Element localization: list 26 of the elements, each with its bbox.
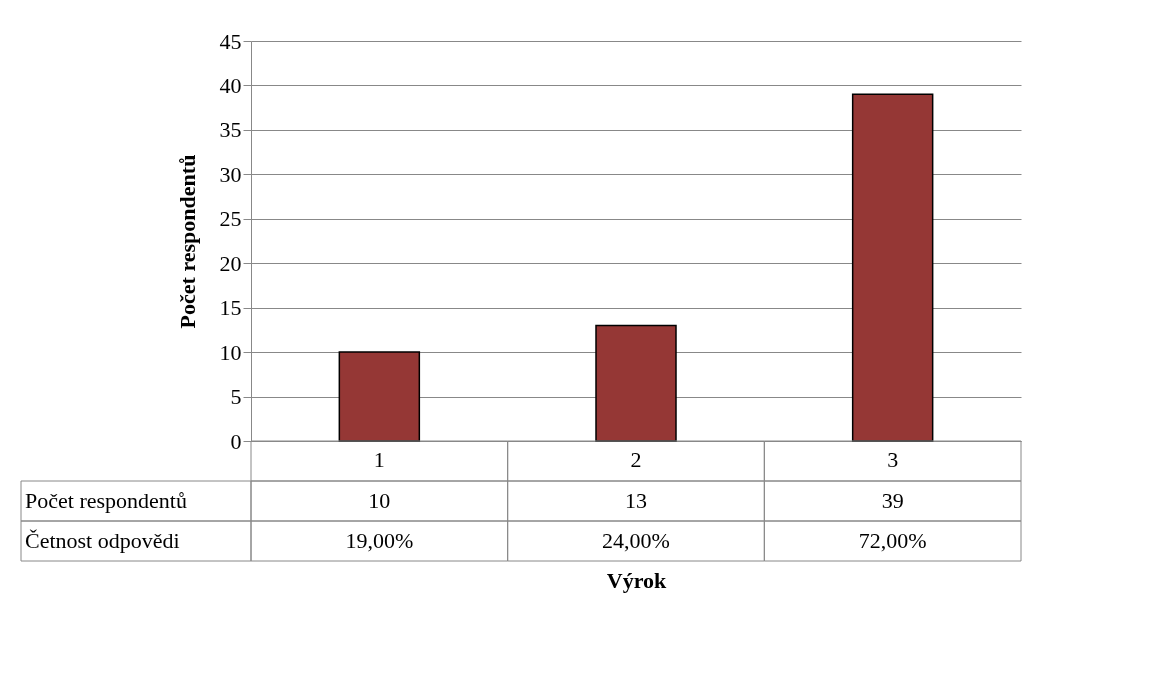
y-tick-label: 45: [219, 28, 242, 54]
y-tick-label: 10: [219, 339, 242, 365]
data-label: 39: [881, 488, 904, 513]
text: 72,00%: [858, 528, 927, 553]
y-tick-label: 5: [230, 384, 242, 410]
y-tick-label: 30: [219, 161, 242, 187]
x-tick-label: 1: [373, 446, 385, 472]
bar: [851, 93, 934, 442]
text: Četnost odpovědi: [25, 528, 180, 553]
y-tick-label: 20: [219, 250, 242, 276]
y-tick-label: 25: [219, 206, 242, 232]
bar: [338, 351, 421, 442]
data-label: 13: [625, 488, 647, 513]
y-tick-label: 15: [219, 295, 242, 321]
text: Počet respondentů: [25, 488, 187, 513]
y-tick-label: 40: [219, 72, 242, 98]
y-tick-label: 0: [230, 428, 242, 454]
y-axis-title: Počet respondentů: [174, 154, 200, 329]
y-tick-label: 35: [219, 117, 242, 143]
bar: [595, 324, 677, 442]
x-tick-label: 2: [630, 446, 642, 472]
x-axis-title: Výrok: [606, 567, 667, 593]
x-tick-label: 3: [887, 446, 899, 472]
text: 24,00%: [602, 528, 670, 553]
data-label: 10: [368, 488, 391, 513]
text: 19,00%: [345, 528, 414, 553]
